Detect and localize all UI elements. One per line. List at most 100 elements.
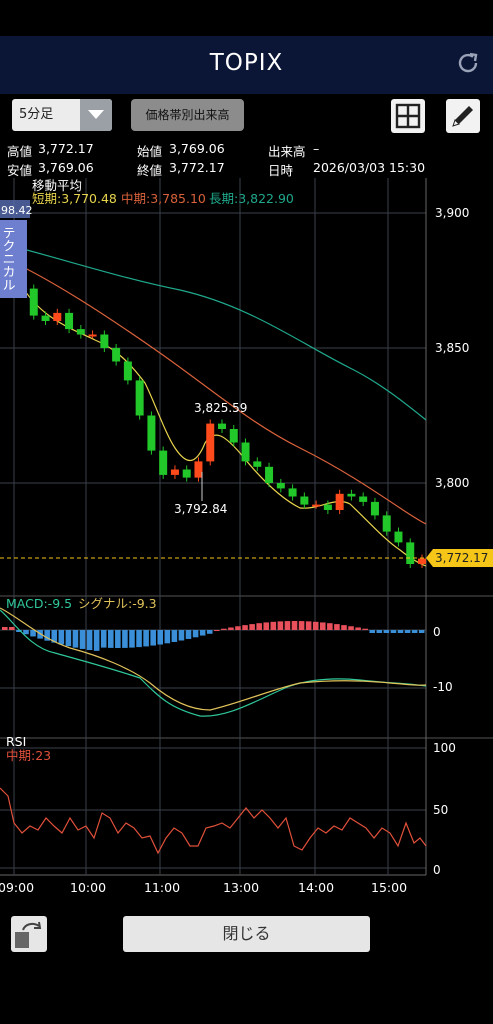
macd-histogram-bar [327,623,333,630]
high-annotation: 3,825.59 [194,401,247,415]
ma-short-label: 短期:3,770.48 [32,191,117,206]
left-cut-value: 98.42 [1,204,33,217]
macd-histogram-bar [390,630,397,633]
time-axis-label: 13:00 [223,880,259,895]
macd-histogram-bar [143,630,149,647]
candle [123,361,132,381]
macd-histogram-bar [270,621,277,630]
rotate-screen-icon[interactable] [11,916,47,952]
macd-histogram-bar [86,630,93,651]
price-axis-label: 3,800 [435,476,469,490]
candle [65,312,74,330]
candle [359,496,368,502]
high-value: 3,772.17 [38,141,94,156]
header: TOPIX [0,36,493,95]
candle [29,288,38,316]
rsi-axis-label: 100 [433,741,456,755]
technical-side-tab[interactable] [0,220,27,298]
long-ma-line [0,242,427,421]
macd-histogram-bar [376,630,383,633]
interval-select[interactable]: 5分足 [12,99,112,131]
volume-by-price-button[interactable]: 価格帯別出来高 [131,99,244,131]
rsi-axis-label: 50 [433,803,448,817]
mid-ma-line [0,255,427,525]
current-price-label: 3,772.17 [435,551,488,565]
draw-button[interactable] [446,99,480,133]
interval-value: 5分足 [19,107,54,122]
low-label: 安値 [7,163,33,178]
macd-histogram-bar [320,622,326,630]
macd-histogram-bar [397,630,404,633]
candle [323,504,332,510]
macd-histogram-bar [291,621,298,630]
macd-histogram-bar [298,621,305,630]
macd-histogram-bar [108,630,114,648]
signal-line [0,607,427,711]
candle [147,415,156,451]
layout-grid-button[interactable] [391,99,425,133]
rsi-line [0,787,427,855]
macd-histogram-bar [348,626,354,630]
macd-histogram-bar [171,630,178,642]
candle [229,429,238,443]
candle [206,423,215,462]
macd-histogram-bar [235,626,241,630]
time-axis-label: 15:00 [371,880,407,895]
macd-histogram-bar [277,621,284,630]
macd-histogram-bar [178,630,185,641]
macd-histogram-bar [51,630,58,643]
candle [394,531,403,543]
price-info-panel: 高値 3,772.17 始値 3,769.06 出来高 – 安値 3,769.0… [0,138,493,180]
macd-histogram-bar [242,625,248,630]
open-value: 3,769.06 [169,141,225,156]
macd-histogram-bar [369,630,376,633]
macd-histogram-bar [65,630,72,647]
macd-histogram-bar [199,630,206,636]
macd-histogram-bar [411,630,418,633]
page-title: TOPIX [209,50,284,76]
rsi-title: RSI [6,734,26,749]
macd-histogram-bar [249,624,255,630]
time-axis-label: 09:00 [0,880,34,895]
macd-histogram-bar [214,630,220,631]
refresh-icon[interactable] [455,50,481,76]
macd-axis-label: -10 [433,680,453,694]
macd-histogram-bar [284,621,291,630]
macd-histogram-bar [150,630,156,646]
close-button[interactable]: 閉じる [123,916,370,952]
macd-histogram-bar [404,630,411,633]
rsi-mid-label: 中期:23 [6,748,51,763]
datetime-label: 日時 [268,163,294,178]
candle [241,442,250,462]
volume-label: 出来高 [268,144,306,159]
candle [88,334,97,337]
candle [53,312,62,321]
candle [382,515,391,532]
price-axis-label: 3,900 [435,206,469,220]
candle [253,461,262,467]
ma-title: 移動平均 [32,178,82,193]
status-bar [0,0,493,36]
price-chart[interactable]: 3,825.59 3,792.84 3,772.17 3,900 3,850 3… [0,178,493,898]
low-value: 3,769.06 [38,160,94,175]
macd-histogram-bar [115,630,121,648]
datetime-value: 2026/03/03 15:30 [313,160,426,175]
macd-histogram-bar [58,630,65,645]
time-axis-label: 11:00 [144,880,180,895]
macd-histogram-bar [334,624,340,630]
bottom-bar: 閉じる [0,898,493,1024]
time-axis-label: 10:00 [70,880,106,895]
technical-side-tab-label: テクニカル [0,226,15,291]
toolbar: 5分足 価格帯別出来高 [0,94,493,138]
candle [41,315,50,321]
candle [347,493,356,497]
macd-histogram-bar [192,630,199,638]
macd-histogram-bar [44,630,50,641]
candle [300,496,309,505]
candle [159,450,168,475]
macd-histogram-bar [263,622,270,630]
candle [100,334,109,348]
ma-mid-label: 中期:3,785.10 [121,191,206,206]
candle [112,348,121,362]
macd-label: MACD:-9.5 [6,596,72,611]
